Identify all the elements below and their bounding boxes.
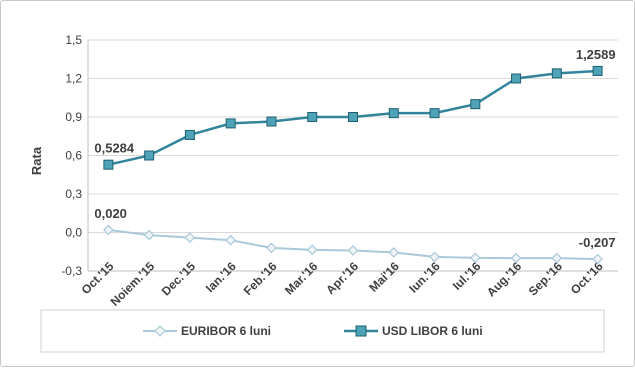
usd-libor-point	[470, 99, 481, 110]
euribor-point	[266, 242, 277, 254]
x-tick-label: Sep.'16	[526, 259, 566, 299]
legend-marker-usd-libor	[355, 325, 367, 337]
y-tick-label: 1,2	[65, 72, 82, 86]
y-tick-label: 0,9	[65, 110, 82, 124]
x-tick-label: Iun.'16	[406, 259, 443, 296]
usd-libor-point	[266, 116, 277, 127]
legend-marker-euribor	[154, 325, 166, 337]
usd-libor-point	[429, 108, 440, 119]
y-tick-label: 1,5	[65, 33, 82, 47]
x-tick-label: Feb.'16	[241, 259, 280, 298]
data-labels: 0,5284 1,2589 0,020 -0,207	[94, 47, 615, 250]
x-tick-label: Oct.'15	[79, 259, 117, 297]
x-tick-label: Apr.'16	[323, 259, 361, 297]
usd-libor-point	[225, 118, 236, 129]
euribor-point	[306, 244, 318, 256]
usd-libor-point	[184, 129, 195, 140]
euribor-point	[347, 245, 359, 256]
euribor-point	[469, 252, 481, 264]
usd-libor-point	[388, 108, 399, 119]
usd-libor-point	[144, 150, 155, 161]
data-label: 1,2589	[576, 47, 616, 62]
y-tick-label: 0,0	[65, 226, 82, 240]
data-label: 0,020	[94, 206, 127, 221]
x-tick-label: Mai'16	[366, 259, 402, 295]
data-label: -0,207	[579, 235, 616, 250]
legend-label-usd-libor: USD LIBOR 6 luni	[382, 324, 483, 338]
euribor-point	[551, 252, 563, 264]
x-tick-label: Iul.'16	[450, 259, 484, 293]
legend: EURIBOR 6 luni USD LIBOR 6 luni	[40, 309, 605, 353]
legend-label-euribor: EURIBOR 6 luni	[181, 324, 271, 338]
data-label: 0,5284	[94, 141, 135, 156]
euribor-point	[225, 234, 237, 246]
usd-libor-point	[103, 159, 114, 170]
usd-libor-point	[307, 112, 318, 122]
x-tick-label: Aug.'16	[484, 259, 524, 299]
euribor-point	[510, 252, 522, 264]
usd-libor-point	[511, 73, 522, 84]
euribor-point	[103, 224, 114, 236]
legend-box	[40, 309, 605, 353]
y-axis-label: Rata	[29, 146, 44, 175]
series	[103, 65, 603, 265]
y-tick-label: 0,6	[65, 149, 82, 163]
x-tick-label: Ian.'16	[203, 259, 239, 295]
x-tick-label: Oct.'16	[568, 259, 606, 297]
x-tick-label: Noiem.'15	[108, 259, 158, 309]
usd-libor-point	[348, 112, 358, 122]
x-tick-label: Dec.'15	[159, 259, 199, 299]
euribor-point	[143, 229, 155, 241]
euribor-point	[429, 251, 440, 263]
usd-libor-point	[592, 65, 603, 76]
y-tick-label: 0,3	[65, 187, 82, 201]
euribor-point	[592, 253, 603, 265]
x-tick-label: Mar.'16	[282, 259, 321, 298]
y-tick-label: -0,3	[61, 264, 82, 278]
euribor-point	[184, 232, 196, 243]
euribor-point	[388, 247, 400, 258]
usd-libor-point	[551, 68, 562, 79]
